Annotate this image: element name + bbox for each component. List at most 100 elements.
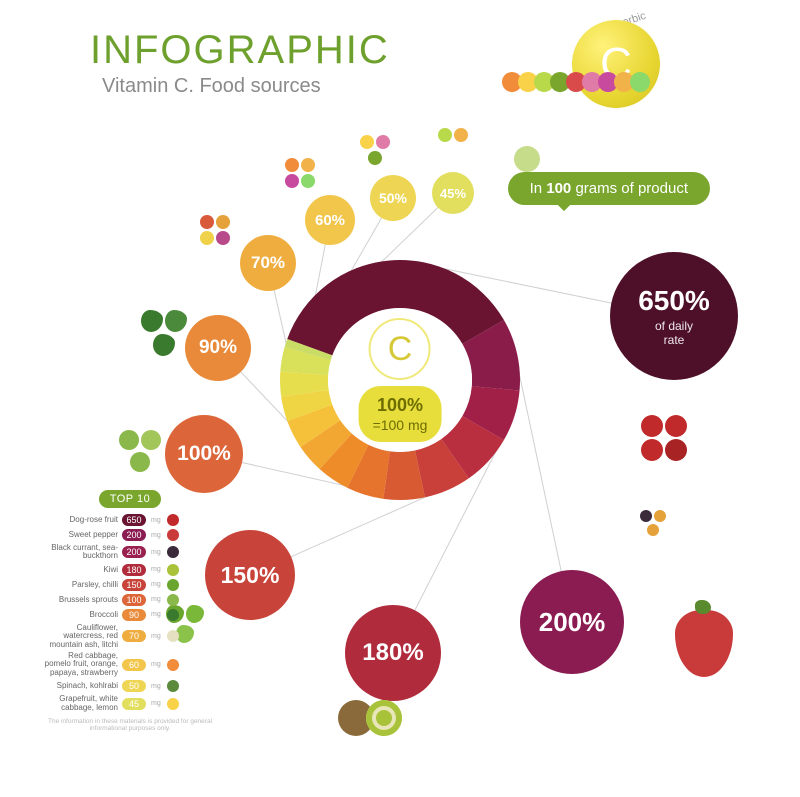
top10-food-icon: [167, 546, 179, 558]
food-mix3-icon: [360, 135, 391, 165]
top10-food-icon: [167, 594, 179, 606]
center-pill: 100% =100 mg: [359, 386, 442, 442]
top10-unit: mg: [151, 581, 161, 588]
bubble-b60: 60%: [305, 195, 355, 245]
top10-label: Broccoli: [40, 611, 118, 619]
food-mix1-icon: [200, 215, 231, 245]
bubble-b100: 100%: [165, 415, 243, 493]
top10-row: Spinach, kohlrabi 50 mg: [40, 680, 220, 692]
ascorbic-medallion: Ascorbic acid C: [572, 20, 660, 108]
top10-label: Cauliflower, watercress, red mountain as…: [40, 624, 118, 649]
top10-unit: mg: [151, 683, 161, 690]
top10-unit: mg: [151, 532, 161, 539]
top10-unit: mg: [151, 633, 161, 640]
top10-value-badge: 45: [122, 698, 146, 710]
food-mix4-icon: [438, 128, 469, 142]
bubble-pct: 90%: [199, 337, 237, 359]
top10-food-icon: [167, 630, 179, 642]
bubble-b650: 650%of daily rate: [610, 252, 738, 380]
top10-row: Brussels sprouts 100 mg: [40, 594, 220, 606]
bubble-b45: 45%: [432, 172, 474, 214]
top10-unit: mg: [151, 661, 161, 668]
bubble-b200: 200%: [520, 570, 624, 674]
top10-row: Grapefruit, white cabbage, lemon 45 mg: [40, 695, 220, 712]
top10-food-icon: [167, 609, 179, 621]
top10-row: Black currant, sea-buckthorn 200 mg: [40, 544, 220, 561]
top10-value-badge: 100: [122, 594, 146, 606]
food-currant-icon: [640, 510, 666, 536]
top10-label: Red cabbage, pomelo fruit, orange, papay…: [40, 652, 118, 677]
food-rosehip-icon: [640, 415, 688, 461]
top10-row: Red cabbage, pomelo fruit, orange, papay…: [40, 652, 220, 677]
top10-food-icon: [167, 564, 179, 576]
top10-food-icon: [167, 698, 179, 710]
vitamin-c-icon: C: [572, 20, 660, 108]
top10-value-badge: 180: [122, 564, 146, 576]
bubble-pct: 50%: [379, 190, 407, 206]
food-cabbage-icon: [498, 146, 555, 172]
top10-row: Sweet pepper 200 mg: [40, 529, 220, 541]
top10-label: Dog-rose fruit: [40, 516, 118, 524]
bubble-pct: 60%: [315, 212, 345, 229]
top10-label: Sweet pepper: [40, 531, 118, 539]
top10-row: Kiwi 180 mg: [40, 564, 220, 576]
bubble-pct: 200%: [539, 607, 606, 638]
top10-table: TOP 10 Dog-rose fruit 650 mg Sweet pepper 20…: [40, 490, 220, 732]
top10-unit: mg: [151, 700, 161, 707]
bubble-pct: 650%: [638, 285, 710, 317]
bubble-pct: 70%: [251, 253, 285, 273]
top10-unit: mg: [151, 549, 161, 556]
top10-food-icon: [167, 680, 179, 692]
top10-value-badge: 50: [122, 680, 146, 692]
bubble-pct: 180%: [362, 639, 423, 667]
top10-unit: mg: [151, 517, 161, 524]
top10-food-icon: [167, 514, 179, 526]
center-c-icon: C: [369, 318, 431, 380]
food-sprouts-icon: [118, 430, 162, 472]
bubble-pct: 150%: [221, 562, 280, 589]
bubble-b180: 180%: [345, 605, 441, 701]
center-pill-top: 100%: [373, 394, 428, 417]
top10-label: Black currant, sea-buckthorn: [40, 544, 118, 561]
top10-value-badge: 200: [122, 529, 146, 541]
top10-row: Parsley, chilli 150 mg: [40, 579, 220, 591]
food-pepper-icon: [640, 610, 768, 677]
food-mix2-icon: [285, 158, 316, 188]
mini-fruit-cluster: [502, 72, 646, 92]
center-pill-bottom: =100 mg: [373, 417, 428, 433]
top10-value-badge: 650: [122, 514, 146, 526]
top10-unit: mg: [151, 566, 161, 573]
top10-label: Brussels sprouts: [40, 596, 118, 604]
bubble-b90: 90%: [185, 315, 251, 381]
top10-food-icon: [167, 579, 179, 591]
top10-unit: mg: [151, 611, 161, 618]
top10-row: Broccoli 90 mg: [40, 609, 220, 621]
top10-unit: mg: [151, 596, 161, 603]
bubble-b70: 70%: [240, 235, 296, 291]
bubble-pct: 100%: [177, 442, 231, 466]
bubble-pct: 45%: [440, 186, 466, 201]
top10-value-badge: 90: [122, 609, 146, 621]
mini-fruit-icon: [630, 72, 650, 92]
top10-footnote: The information in these materials is pr…: [40, 718, 220, 732]
food-kiwi-icon: [330, 700, 409, 736]
top10-value-badge: 150: [122, 579, 146, 591]
top10-row: Cauliflower, watercress, red mountain as…: [40, 624, 220, 649]
title-main: INFOGRAPHIC: [90, 28, 390, 73]
food-broccoli-icon: [140, 310, 188, 356]
top10-label: Grapefruit, white cabbage, lemon: [40, 695, 118, 712]
title-block: INFOGRAPHIC Vitamin C. Food sources: [90, 28, 390, 98]
top10-food-icon: [167, 659, 179, 671]
top10-food-icon: [167, 529, 179, 541]
top10-value-badge: 70: [122, 630, 146, 642]
top10-header: TOP 10: [99, 490, 161, 508]
top10-value-badge: 60: [122, 659, 146, 671]
top10-label: Parsley, chilli: [40, 581, 118, 589]
bubble-sub: of daily rate: [655, 319, 693, 348]
top10-value-badge: 200: [122, 546, 146, 558]
bubble-b50: 50%: [370, 175, 416, 221]
center-badge: C 100% =100 mg: [359, 318, 442, 442]
top10-label: Spinach, kohlrabi: [40, 682, 118, 690]
top10-row: Dog-rose fruit 650 mg: [40, 514, 220, 526]
top10-label: Kiwi: [40, 566, 118, 574]
